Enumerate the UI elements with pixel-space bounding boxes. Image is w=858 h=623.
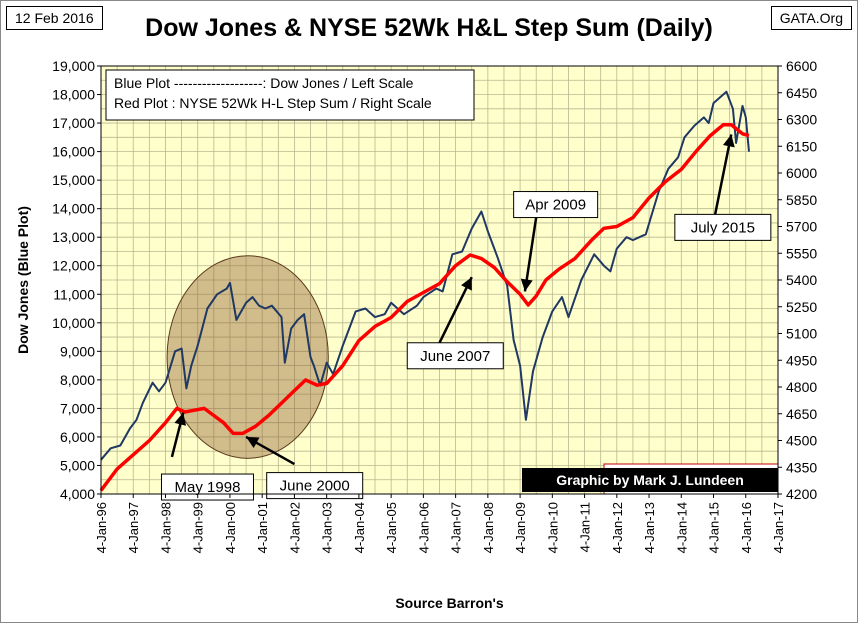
x-tick-label: 4-Jan-12 xyxy=(610,502,625,553)
right-tick-label: 4800 xyxy=(786,379,817,395)
x-axis-title: Source Barron's xyxy=(395,595,504,611)
apr-2009-arrowhead xyxy=(520,278,533,292)
apr-2009-label-box xyxy=(513,191,599,219)
right-tick-label: 4350 xyxy=(786,459,817,475)
july-2015-arrowhead xyxy=(723,134,735,148)
left-tick-label: 16,000 xyxy=(52,144,95,160)
credit-box xyxy=(522,468,778,492)
x-tick-label: 4-Jan-00 xyxy=(223,502,238,553)
left-tick-label: 9,000 xyxy=(60,343,95,359)
right-tick-label: 5700 xyxy=(786,219,817,235)
left-tick-label: 8,000 xyxy=(60,372,95,388)
right-tick-label: 5550 xyxy=(786,245,817,261)
x-tick-label: 4-Jan-02 xyxy=(287,502,302,553)
x-tick-label: 4-Jan-15 xyxy=(707,502,722,553)
x-tick-label: 4-Jan-98 xyxy=(158,502,173,553)
june-2000-label: June 2000 xyxy=(280,478,350,495)
right-tick-label: 5250 xyxy=(786,299,817,315)
left-tick-label: 19,000 xyxy=(52,58,95,74)
x-tick-label: 4-Jan-07 xyxy=(449,502,464,553)
right-tick-label: 6600 xyxy=(786,58,817,74)
x-tick-label: 4-Jan-97 xyxy=(126,502,141,553)
left-tick-label: 11,000 xyxy=(53,286,95,302)
legend-entry: Red Plot : NYSE 52Wk H-L Step Sum / Righ… xyxy=(114,95,432,111)
left-tick-label: 6,000 xyxy=(60,429,95,445)
left-tick-label: 7,000 xyxy=(60,400,95,416)
apr-2009-arrow xyxy=(523,217,538,292)
left-tick-label: 18,000 xyxy=(52,87,95,103)
right-tick-label: 5400 xyxy=(786,272,817,288)
credit-text: Graphic by Mark J. Lundeen xyxy=(556,472,744,488)
x-tick-label: 4-Jan-08 xyxy=(481,502,496,553)
right-tick-label: 4200 xyxy=(786,486,817,502)
x-tick-label: 4-Jan-99 xyxy=(191,502,206,553)
x-tick-label: 4-Jan-16 xyxy=(739,502,754,553)
right-tick-label: 6300 xyxy=(786,112,817,128)
date-tag: 12 Feb 2016 xyxy=(6,6,103,30)
source-tag: GATA.Org xyxy=(770,6,852,30)
x-tick-label: 4-Jan-17 xyxy=(771,502,786,553)
x-tick-label: 4-Jan-10 xyxy=(545,502,560,553)
left-tick-label: 14,000 xyxy=(52,201,95,217)
x-tick-label: 4-Jan-04 xyxy=(352,502,367,553)
july-2015-label: July 2015 xyxy=(691,219,755,236)
june-2000-arrowhead xyxy=(246,436,260,449)
x-tick-label: 4-Jan-11 xyxy=(578,502,593,552)
dow-jones-line xyxy=(100,90,750,461)
left-tick-label: 15,000 xyxy=(52,172,95,188)
chart-title: Dow Jones & NYSE 52Wk H&L Step Sum (Dail… xyxy=(145,14,713,42)
right-tick-label: 4650 xyxy=(786,406,817,422)
left-tick-label: 10,000 xyxy=(52,315,95,331)
highlight-ellipse xyxy=(166,255,329,459)
x-tick-label: 4-Jan-03 xyxy=(320,502,335,553)
right-tick-label: 5850 xyxy=(786,192,817,208)
apr-2009-label: Apr 2009 xyxy=(525,197,586,214)
legend-box xyxy=(105,69,475,121)
x-tick-label: 4-Jan-13 xyxy=(642,502,657,553)
june-2007-label: June 2007 xyxy=(420,348,490,365)
nyse-step-sum-line xyxy=(99,123,750,492)
left-tick-label: 13,000 xyxy=(52,229,95,245)
june-2007-label-box xyxy=(406,342,504,370)
x-tick-label: 4-Jan-05 xyxy=(384,502,399,553)
x-tick-label: 4-Jan-09 xyxy=(513,502,528,553)
x-tick-label: 4-Jan-06 xyxy=(416,502,431,553)
may-1998-arrowhead xyxy=(174,412,187,426)
right-tick-label: 6000 xyxy=(786,165,817,181)
may-1998-label-box xyxy=(160,473,254,501)
x-tick-label: 4-Jan-14 xyxy=(674,502,689,553)
june-2007-arrow xyxy=(438,276,473,344)
right-tick-label: 4500 xyxy=(786,433,817,449)
right-tick-label: 5100 xyxy=(786,326,817,342)
left-tick-label: 5,000 xyxy=(60,457,95,473)
may-1998-label: May 1998 xyxy=(175,479,241,496)
right-tick-label: 6450 xyxy=(786,85,817,101)
x-tick-label: 4-Jan-01 xyxy=(255,502,270,553)
july-2015-label-box xyxy=(674,213,772,241)
right-tick-label: 4950 xyxy=(786,352,817,368)
y-axis-title: Dow Jones (Blue Plot) xyxy=(15,206,31,354)
right-tick-label: 6150 xyxy=(786,138,817,154)
july-2015-arrow xyxy=(713,134,733,215)
left-tick-label: 4,000 xyxy=(60,486,95,502)
left-tick-label: 12,000 xyxy=(52,258,95,274)
left-tick-label: 17,000 xyxy=(52,115,95,131)
x-tick-label: 4-Jan-96 xyxy=(94,502,109,553)
legend-entry: Blue Plot -------------------: Dow Jones… xyxy=(114,75,414,91)
june-2007-arrowhead xyxy=(461,277,472,291)
